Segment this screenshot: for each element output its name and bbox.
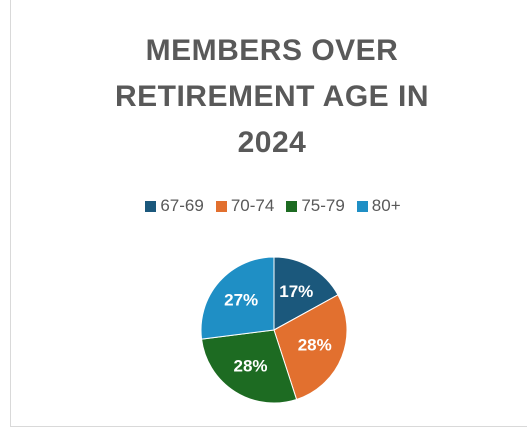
legend-item: 70-74 [215,196,275,216]
legend-swatch [356,200,368,212]
legend-item: 67-69 [145,196,204,216]
data-label: 17% [279,282,313,301]
data-label: 28% [298,336,332,355]
data-label: 28% [234,356,268,375]
legend-label: 75-79 [301,196,345,215]
legend-item: 75-79 [286,196,345,216]
pie-slice [273,256,339,331]
legend-item: 80+ [356,196,401,216]
chart-frame [10,0,527,427]
legend-label: 67-69 [160,196,204,215]
pie-slice [201,329,298,404]
legend-swatch [215,200,227,212]
pie-slice [200,256,275,340]
legend-swatch [145,200,157,212]
chart-title: MEMBERS OVER RETIREMENT AGE IN 2024 [114,34,430,159]
legend: 67-69 70-74 75-79 80+ [0,196,528,216]
legend-swatch [286,200,298,212]
pie-slice [273,294,348,401]
data-label: 27% [224,291,258,310]
legend-label: 80+ [371,196,401,215]
legend-label: 70-74 [230,196,275,215]
